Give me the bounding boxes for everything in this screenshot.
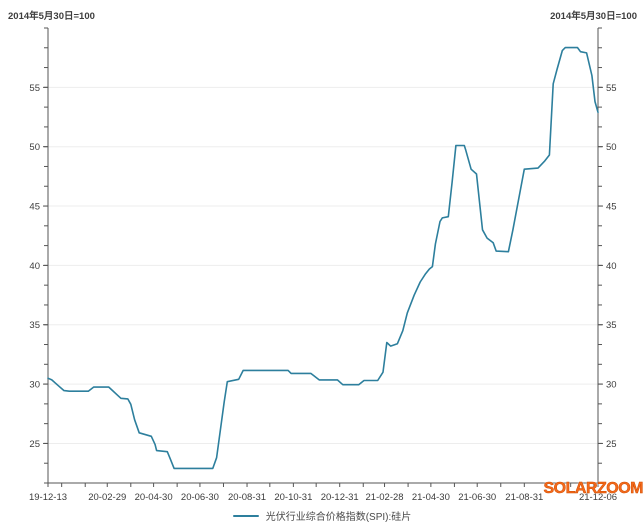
- legend-line-swatch: [232, 514, 259, 517]
- svg-text:20-12-31: 20-12-31: [321, 492, 359, 503]
- svg-text:20-04-30: 20-04-30: [135, 492, 173, 503]
- price-index-line: [47, 46, 599, 470]
- svg-text:35: 35: [606, 320, 617, 331]
- legend: 光伏行业综合价格指数(SPI):硅片: [0, 508, 644, 523]
- svg-text:25: 25: [606, 439, 617, 450]
- index-base-note-left: 2014年5月30日=100: [8, 11, 95, 22]
- svg-text:21-08-31: 21-08-31: [505, 492, 543, 503]
- svg-text:45: 45: [29, 202, 40, 213]
- svg-text:21-06-30: 21-06-30: [458, 492, 496, 503]
- svg-text:50: 50: [606, 142, 617, 153]
- svg-text:40: 40: [29, 261, 40, 272]
- legend-series-label: 光伏行业综合价格指数(SPI):硅片: [265, 512, 412, 523]
- index-base-note-right: 2014年5月30日=100: [550, 11, 637, 22]
- svg-text:20-08-31: 20-08-31: [228, 492, 266, 503]
- svg-text:55: 55: [29, 83, 40, 94]
- x-ticks-and-labels: 19-12-13 20-02-29 20-04-30 20-06-30 20-08-31…: [29, 483, 617, 503]
- svg-text:50: 50: [29, 142, 40, 153]
- svg-text:55: 55: [606, 83, 617, 94]
- y-ticks-and-labels: 25 25 30 30 35 35 40 40 45 45 50 50 55 55: [29, 27, 617, 484]
- svg-text:25: 25: [29, 439, 40, 450]
- svg-text:40: 40: [606, 261, 617, 272]
- axes: [47, 28, 599, 484]
- svg-text:45: 45: [606, 202, 617, 213]
- svg-text:30: 30: [29, 380, 40, 391]
- y-gridlines: [48, 86, 598, 444]
- svg-text:21-12-06: 21-12-06: [579, 492, 617, 503]
- svg-text:19-12-13: 19-12-13: [29, 492, 67, 503]
- svg-text:21-04-30: 21-04-30: [412, 492, 450, 503]
- solarzoom-logo: SOLARZOOM: [543, 480, 643, 498]
- svg-text:35: 35: [29, 320, 40, 331]
- svg-text:20-02-29: 20-02-29: [88, 492, 126, 503]
- svg-text:30: 30: [606, 380, 617, 391]
- svg-text:21-02-28: 21-02-28: [366, 492, 404, 503]
- svg-text:20-06-30: 20-06-30: [181, 492, 219, 503]
- svg-text:20-10-31: 20-10-31: [274, 492, 312, 503]
